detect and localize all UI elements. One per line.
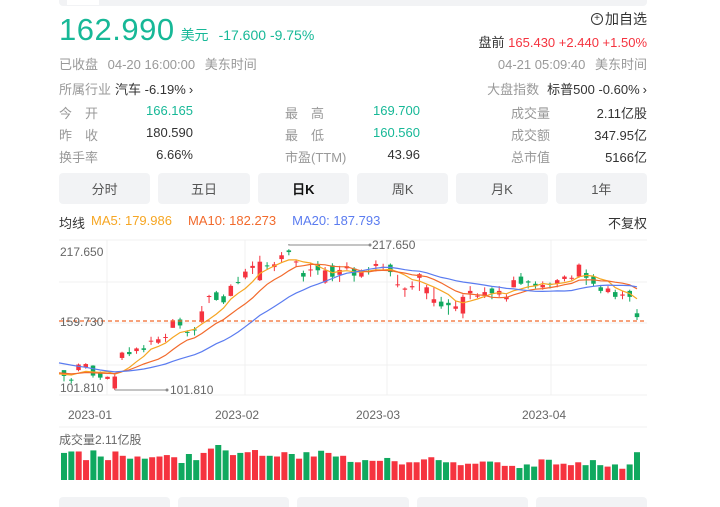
premarket-percent: +1.50% [602,35,647,50]
industry-label: 所属行业 [59,82,112,97]
premarket-change: +2.440 [558,35,599,50]
top-tab-bar [59,0,647,6]
svg-text:101.810: 101.810 [170,383,214,397]
ma5-value: MA5: 179.986 [91,213,172,228]
stat-value-volume: 2.11亿股 [596,106,647,121]
top-tab-active[interactable] [67,0,99,5]
stat-label: 成交额 [511,128,551,143]
tab-five-day[interactable]: 五日 [158,173,250,204]
kline-chart[interactable]: 217.650 159.730 101.810 217.650 101.810 2023-… [0,235,720,481]
bottom-button[interactable] [59,497,171,507]
change-amount: -17.600 [218,27,267,43]
tab-intraday[interactable]: 分时 [59,173,151,204]
moving-average-lines [58,259,638,376]
quote-header: 162.990 美元 -17.600 -9.75% [59,12,314,48]
stat-label: 最 低 [285,128,325,143]
bottom-button[interactable] [535,497,648,507]
add-watchlist-label: 加自选 [605,11,647,27]
premarket-time: 04-21 05:09:40 美东时间 [492,54,647,73]
stat-label: 最 高 [285,106,325,121]
stat-value-low: 160.560 [373,125,420,140]
premarket-timestamp: 04-21 05:09:40 [497,57,586,72]
stat-value-high: 169.700 [373,103,420,118]
stats-row: 今 开 166.165 最 高 169.700 成交量 2.11亿股 [59,103,647,125]
svg-text:217.650: 217.650 [60,245,104,259]
stat-value-turnover: 347.95亿 [594,128,647,143]
svg-text:217.650: 217.650 [372,238,416,252]
axis-labels: 217.650159.730101.810217.650101.8102023-… [59,238,647,447]
stat-label: 今 开 [59,106,99,121]
status-text: 已收盘 [59,57,99,72]
stat-value-market-cap: 5166亿 [605,150,647,165]
svg-text:2023-02: 2023-02 [215,408,259,422]
tab-one-year[interactable]: 1年 [555,173,647,204]
stat-label: 昨 收 [59,128,99,143]
ma10-value: MA10: 182.273 [187,213,277,228]
market-index-label: 大盘指数 [487,82,540,97]
plus-circle-icon: + [591,13,603,25]
stat-label: 成交量 [511,106,551,121]
tab-weekly-k[interactable]: 周K [356,173,449,204]
bottom-button[interactable] [416,497,528,507]
stat-label: 市盈(TTM) [285,150,347,165]
chart-grid [59,239,647,428]
stat-value-open: 166.165 [146,103,193,118]
svg-text:2023-04: 2023-04 [522,408,566,422]
premarket-label: 盘前 [478,35,505,50]
svg-text:159.730: 159.730 [60,315,104,329]
chevron-right-icon: › [188,82,194,97]
ma20-value: MA20: 187.793 [292,213,381,228]
ma-label: 均线 [59,216,86,231]
tab-monthly-k[interactable]: 月K [456,173,548,204]
stats-row: 昨 收 180.590 最 低 160.560 成交额 347.95亿 [59,125,647,147]
svg-text:2023-03: 2023-03 [356,408,400,422]
stat-label: 总市值 [511,150,551,165]
price-change: -17.600 -9.75% [219,27,315,43]
add-watchlist-button[interactable]: + 加自选 [591,9,647,29]
adjust-toggle[interactable]: 不复权 [607,216,647,231]
svg-text:成交量2.11亿股: 成交量2.11亿股 [59,432,141,447]
volume-bars [61,445,640,481]
market-status: 已收盘 04-20 16:00:00 美东时间 [59,54,263,73]
tab-daily-k[interactable]: 日K [257,173,349,204]
stats-row: 换手率 6.66% 市盈(TTM) 43.96 总市值 5166亿 [59,147,647,169]
stat-label: 换手率 [59,150,99,165]
candlesticks [61,249,640,391]
premarket-price: 165.430 [508,35,556,50]
change-percent: -9.75% [269,27,315,43]
bottom-button[interactable] [297,497,409,507]
period-tabs: 分时 五日 日K 周K 月K 1年 [59,173,647,204]
bottom-button-row [59,497,648,507]
market-index-link[interactable]: 大盘指数 标普500 -0.60% › [487,79,647,98]
premarket-quote: 盘前 165.430 +2.440 +1.50% [479,32,647,51]
market-index-value: 标普500 -0.60% [547,82,640,97]
industry-link[interactable]: 所属行业 汽车 -6.19% › [59,79,193,98]
bottom-button[interactable] [178,497,290,507]
industry-value: 汽车 -6.19% [115,82,186,97]
stat-value-pe: 43.96 [387,147,420,162]
stat-value-prev-close: 180.590 [146,125,193,140]
moving-average-legend: 均线 MA5: 179.986 MA10: 182.273 MA20: 187.… [59,213,647,232]
last-price: 162.990 [59,12,175,47]
currency: 美元 [180,27,209,43]
close-time: 04-20 16:00:00 [107,57,196,72]
svg-text:101.810: 101.810 [60,381,104,395]
chevron-right-icon: › [642,82,647,97]
stats-grid: 今 开 166.165 最 高 169.700 成交量 2.11亿股 昨 收 1… [59,103,647,169]
premarket-timezone: 美东时间 [594,57,647,72]
kline-svg: 217.650159.730101.810217.650101.8102023-… [58,238,647,481]
stat-value-turnover-rate: 6.66% [156,147,193,162]
svg-text:2023-01: 2023-01 [68,408,112,422]
timezone: 美东时间 [204,57,257,72]
